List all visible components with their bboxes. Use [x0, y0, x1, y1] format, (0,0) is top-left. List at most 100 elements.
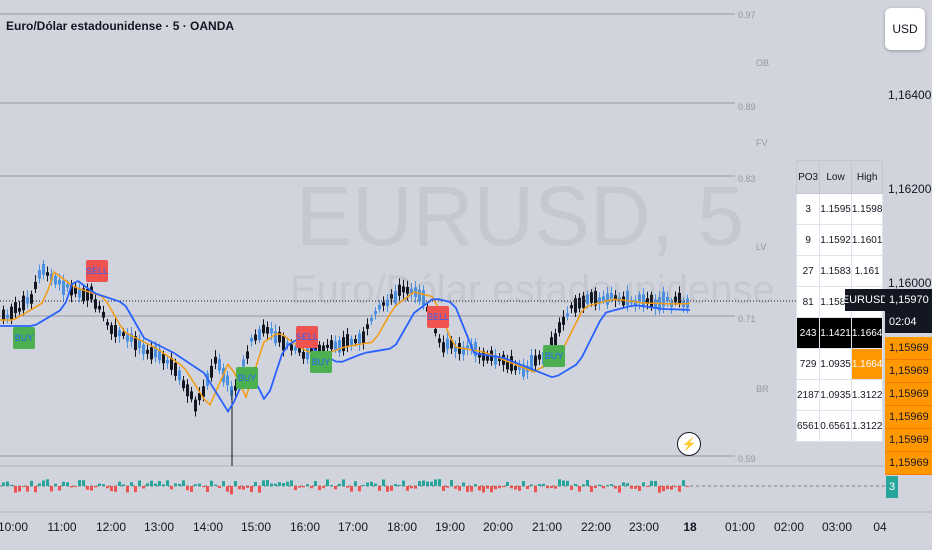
volume-bar	[98, 483, 101, 486]
candle-body	[74, 286, 77, 294]
volume-bar	[46, 479, 49, 486]
candle-body	[674, 296, 677, 303]
candle-body	[234, 385, 237, 391]
po3-row: 2187 1.0935 1.3122	[795, 379, 884, 411]
candle-body	[346, 334, 349, 347]
candle-body	[610, 293, 613, 299]
candle-body	[146, 349, 149, 354]
time-axis-label: 11:00	[47, 520, 77, 534]
currency-button[interactable]: USD	[885, 8, 925, 50]
candle-body	[98, 305, 101, 310]
candle-body	[506, 361, 509, 370]
volume-bar	[454, 486, 457, 489]
volume-bar	[342, 479, 345, 486]
volume-bar	[534, 486, 537, 493]
candle-body	[334, 341, 337, 350]
candle-body	[554, 333, 557, 346]
volume-bar	[362, 484, 365, 486]
symbol-price-tag: EURUSD	[842, 289, 888, 311]
candle-body	[570, 305, 573, 309]
volume-bar	[638, 486, 641, 492]
volume-bar	[634, 486, 637, 489]
volume-bar	[314, 481, 317, 486]
candle-body	[590, 292, 593, 303]
volume-bar	[366, 482, 369, 486]
candle-body	[10, 306, 13, 320]
candle-body	[294, 346, 297, 351]
volume-bar	[74, 486, 77, 488]
candle-body	[130, 333, 133, 342]
volume-bar	[182, 480, 185, 486]
candle-body	[522, 364, 525, 377]
candle-body	[434, 328, 437, 334]
volume-bar	[558, 479, 561, 486]
po3-row: 6561 0.6561 1.3122	[795, 410, 884, 442]
candle-body	[450, 339, 453, 349]
po3-cell: 243	[795, 317, 821, 349]
candle-body	[298, 345, 301, 353]
volume-bar	[230, 486, 233, 495]
volume-bar	[390, 486, 393, 491]
volume-bar	[346, 486, 349, 488]
time-axis-label: 23:00	[628, 520, 660, 534]
volume-bar	[410, 486, 413, 489]
volume-bar	[350, 486, 353, 492]
fib-level-label: 0.97	[738, 10, 756, 20]
volume-bar	[510, 486, 513, 489]
chart-title[interactable]: Euro/Dólar estadounidense · 5 · OANDA	[6, 19, 235, 33]
time-axis-label: 22:00	[580, 520, 612, 534]
po3-header: High	[850, 160, 884, 194]
volume-bar	[134, 486, 137, 493]
candle-body	[606, 293, 609, 305]
volume-bar	[458, 486, 461, 491]
volume-bar	[522, 481, 525, 486]
candle-body	[46, 272, 49, 276]
time-axis-label: 03:00	[821, 520, 853, 534]
volume-bar	[398, 484, 401, 486]
volume-bar	[50, 486, 53, 492]
candle-body	[178, 370, 181, 381]
volume-bar	[518, 486, 521, 491]
time-axis-label: 18	[683, 520, 697, 534]
volume-bar	[426, 481, 429, 486]
candle-body	[154, 345, 157, 358]
level-price-stack: 1,15969 1,15969 1,15969 1,15969 1,15969 …	[885, 337, 932, 475]
volume-bar	[422, 480, 425, 486]
candle-body	[302, 352, 305, 359]
fib-level-label: 0.89	[738, 102, 756, 112]
po3-cell: 1.1664	[850, 317, 884, 349]
volume-bar	[498, 486, 501, 489]
volume-bar	[138, 480, 141, 486]
candle-body	[514, 365, 517, 371]
candle-body	[390, 294, 393, 299]
price-axis-label: 1,16400	[888, 88, 932, 102]
candle-body	[66, 284, 69, 288]
volume-bar	[62, 481, 65, 486]
time-axis-label: 04	[873, 520, 887, 534]
volume-bar	[590, 486, 593, 493]
time-axis-label: 13:00	[143, 520, 175, 534]
lightning-icon[interactable]: ⚡	[677, 432, 701, 456]
candle-body	[218, 359, 221, 371]
candle-body	[102, 311, 105, 318]
buy-signal-tag: BUY	[310, 351, 332, 373]
volume-bar	[674, 486, 677, 488]
volume-bar	[310, 486, 313, 489]
volume-bar	[214, 484, 217, 486]
volume-bar	[530, 484, 533, 486]
time-axis-label: 02:00	[773, 520, 805, 534]
candle-body	[274, 331, 277, 344]
volume-bar	[326, 479, 329, 486]
candle-body	[306, 348, 309, 360]
candle-body	[446, 338, 449, 350]
volume-bar	[466, 486, 469, 492]
fib-level-label: 0.71	[738, 314, 756, 324]
volume-bar	[246, 486, 249, 488]
volume-bar	[478, 486, 481, 491]
po3-cell: 1.1598	[850, 193, 884, 225]
volume-bar	[26, 486, 29, 492]
volume-bar	[166, 480, 169, 486]
po3-row: 9 1.1592 1.1601	[795, 224, 884, 256]
candle-body	[666, 296, 669, 301]
